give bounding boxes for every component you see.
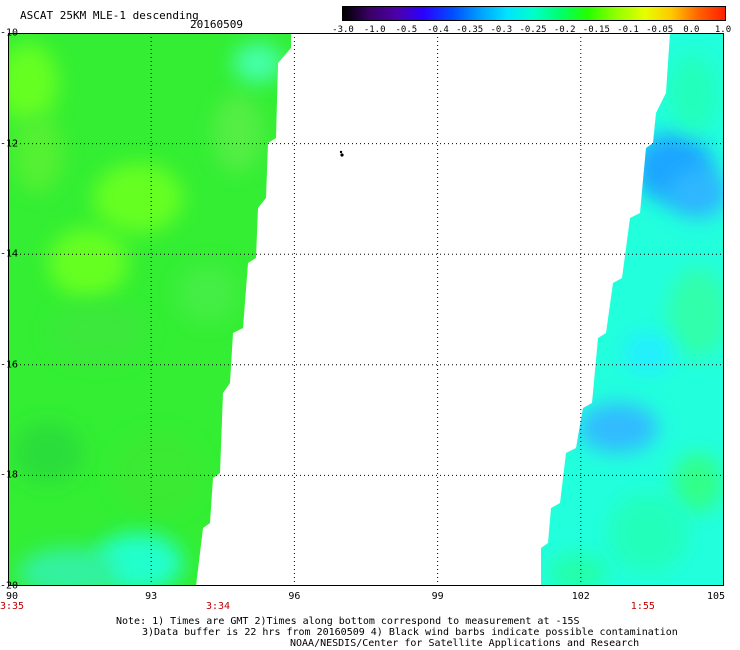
note-line-1: Note: 1) Times are GMT 2)Times along bot…: [116, 616, 580, 627]
note-line-2: 3)Data buffer is 22 hrs from 20160509 4)…: [142, 627, 678, 638]
west-swath-blotch: [213, 93, 263, 173]
west-swath-texture: [8, 43, 283, 586]
west-swath-blotch: [113, 433, 203, 513]
longitude-label: 99: [431, 591, 444, 602]
map-plot: [8, 33, 724, 586]
color-scale-tick-label: -0.15: [582, 25, 610, 35]
color-scale-tick-label: -0.1: [617, 25, 639, 35]
west-swath-blotch: [48, 228, 128, 298]
overpass-time-label: 3:34: [205, 601, 231, 612]
east-swath-blotch: [668, 268, 724, 358]
color-scale-tick-label: -0.2: [553, 25, 576, 35]
west-swath-blotch: [48, 303, 148, 363]
overpass-time-label: 1:55: [630, 601, 655, 612]
color-scale-tick-label: -0.3: [490, 25, 513, 35]
longitude-label: 102: [571, 591, 590, 602]
west-swath-blotch: [13, 423, 83, 483]
east-swath-blotch: [608, 493, 688, 573]
latitude-label: -10: [0, 27, 19, 39]
color-scale-tick-label: 1.0: [714, 25, 732, 35]
overpass-time-label: 3:35: [0, 601, 25, 612]
longitude-label: 90: [5, 591, 19, 602]
west-swath-blotch: [233, 43, 283, 83]
longitude-label: 105: [706, 591, 726, 602]
latitude-label: -12: [0, 138, 19, 150]
color-scale-tick-label: 0.0: [683, 25, 700, 35]
east-swath-texture: [548, 53, 724, 586]
note-line-3: NOAA/NESDIS/Center for Satellite Applica…: [290, 638, 640, 649]
color-scale-tick-label: -0.5: [395, 25, 418, 35]
color-scale-tick-label: -0.25: [519, 25, 547, 35]
latitude-label: -16: [0, 359, 19, 371]
east-swath-blotch: [673, 453, 723, 513]
product-date: 20160509: [190, 18, 243, 31]
color-scale-tick-label: -0.4: [427, 25, 449, 35]
color-scale-tick-label: -0.05: [646, 25, 674, 35]
west-swath-blotch: [93, 163, 183, 233]
west-swath-blotch: [178, 263, 238, 323]
east-swath-blotch: [548, 553, 608, 586]
latitude-label: -20: [0, 580, 19, 592]
color-scale-tick-label: -1.0: [363, 25, 386, 35]
island-marker: [340, 153, 344, 157]
east-swath-blotch: [578, 403, 658, 453]
west-swath-blotch: [13, 113, 63, 193]
latitude-label: -14: [0, 248, 19, 260]
color-scale-tick-label: -3.0: [332, 25, 354, 35]
latitude-label: -18: [0, 469, 19, 481]
east-swath-blotch: [668, 168, 724, 218]
longitude-label: 96: [288, 591, 301, 602]
longitude-label: 93: [145, 591, 158, 602]
island-marker: [339, 150, 343, 154]
east-swath-blotch: [623, 333, 673, 373]
west-swath-blotch: [8, 43, 58, 123]
color-scale-bar: [342, 6, 726, 21]
east-swath-blotch: [668, 53, 718, 133]
product-title: ASCAT 25KM MLE-1 descending: [20, 9, 199, 22]
color-scale-tick-label: -0.35: [456, 25, 484, 35]
